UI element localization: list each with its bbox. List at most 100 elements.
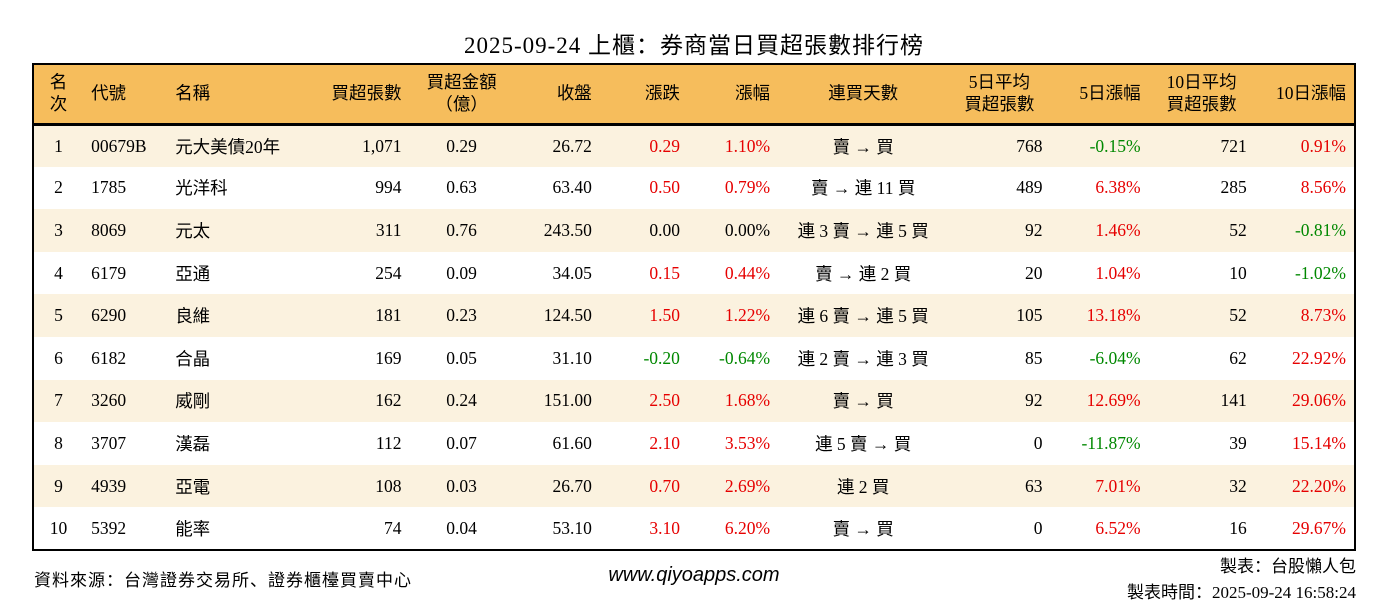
code-cell: 6290 bbox=[91, 305, 127, 326]
consecutive_days-cell: 連 5 賣 → 買 bbox=[815, 433, 912, 454]
change_pct-cell: 0.00% bbox=[724, 219, 771, 240]
rank-cell: 5 bbox=[54, 305, 63, 326]
avg5_net_buy-cell: 85 bbox=[1024, 347, 1043, 368]
avg5_net_buy-cell: 20 bbox=[1024, 262, 1043, 283]
avg10_net_buy-cell: 52 bbox=[1229, 305, 1247, 326]
header-row: 名次 代號 名稱 買超張數 買超金額 （億） 收盤 漲跌 漲幅 連買天數 5日平均 買超張數 5日漲幅 1… bbox=[33, 64, 1355, 126]
table-row: 7 3260 威剛 162 0.24 151.00 2.50 1.68% 賣 → 買 92 12.6… bbox=[33, 379, 1355, 423]
column-header-rank: 名次 bbox=[33, 64, 84, 126]
data-source-text: 資料來源：台灣證券交易所、證券櫃檯買賣中心 bbox=[34, 570, 412, 590]
change_pct-cell: 1.10% bbox=[724, 135, 771, 156]
consecutive_days-cell: 賣 → 買 bbox=[832, 391, 894, 412]
pct10-cell: 29.67% bbox=[1292, 517, 1346, 538]
broker-net-buy-ranking-table: 名次 代號 名稱 買超張數 買超金額 （億） 收盤 漲跌 漲幅 連買天數 5日平均 買超張數 5日漲幅 1… bbox=[32, 63, 1356, 551]
column-header-pct10: 10日漲幅 bbox=[1254, 64, 1355, 126]
pct5-cell: 6.52% bbox=[1095, 517, 1141, 538]
consecutive_days-cell: 賣 → 連 11 買 bbox=[811, 178, 916, 199]
pct10-cell: 29.06% bbox=[1292, 390, 1346, 411]
consecutive_days-cell: 連 6 賣 → 連 5 買 bbox=[797, 306, 929, 327]
close-cell: 61.60 bbox=[552, 432, 592, 453]
net_buy_volume-cell: 1,071 bbox=[362, 135, 402, 156]
report-title: 2025-09-24 上櫃：券商當日買超張數排行榜 bbox=[463, 33, 925, 58]
pct5-cell: 1.04% bbox=[1095, 262, 1141, 283]
avg10_net_buy-cell: 141 bbox=[1220, 390, 1247, 411]
net_buy_amount-cell: 0.23 bbox=[446, 305, 477, 326]
change_pct-cell: 6.20% bbox=[724, 517, 771, 538]
close-cell: 26.70 bbox=[552, 475, 592, 496]
change-cell: -0.20 bbox=[643, 347, 680, 368]
close-cell: 151.00 bbox=[543, 390, 592, 411]
change_pct-cell: 1.68% bbox=[724, 390, 771, 411]
name-cell: 亞通 bbox=[175, 263, 211, 284]
column-header-name: 名稱 bbox=[167, 64, 310, 126]
name-cell: 能率 bbox=[175, 518, 211, 539]
code-cell: 3707 bbox=[91, 432, 127, 453]
name-cell: 威剛 bbox=[175, 391, 211, 412]
change-cell: 1.50 bbox=[649, 305, 680, 326]
net_buy_amount-cell: 0.04 bbox=[446, 517, 477, 538]
net_buy_amount-cell: 0.24 bbox=[446, 390, 477, 411]
close-cell: 53.10 bbox=[552, 517, 592, 538]
close-cell: 26.72 bbox=[552, 135, 592, 156]
consecutive_days-cell: 連 3 賣 → 連 5 買 bbox=[797, 220, 929, 241]
net_buy_volume-cell: 162 bbox=[375, 390, 402, 411]
avg5_net_buy-cell: 0 bbox=[1033, 517, 1043, 538]
change_pct-cell: 3.53% bbox=[724, 432, 771, 453]
change-cell: 0.29 bbox=[649, 135, 680, 156]
avg5_net_buy-cell: 63 bbox=[1024, 475, 1043, 496]
code-cell: 3260 bbox=[91, 390, 127, 411]
net_buy_volume-cell: 169 bbox=[375, 347, 402, 368]
code-cell: 5392 bbox=[91, 517, 127, 538]
name-cell: 元太 bbox=[175, 220, 211, 241]
avg10_net_buy-cell: 285 bbox=[1220, 177, 1247, 198]
net_buy_amount-cell: 0.09 bbox=[446, 262, 477, 283]
pct5-cell: -0.15% bbox=[1089, 135, 1141, 156]
column-header-change_pct: 漲幅 bbox=[687, 64, 779, 126]
change_pct-cell: 2.69% bbox=[724, 475, 771, 496]
net_buy_volume-cell: 311 bbox=[375, 219, 402, 240]
table-row: 1 00679B 元大美債20年 1,071 0.29 26.72 0.29 1.10% 賣 →… bbox=[33, 124, 1355, 167]
report-footer: 資料來源：台灣證券交易所、證券櫃檯買賣中心 www.qiyoapps.com 製… bbox=[0, 551, 1388, 605]
pct5-cell: 7.01% bbox=[1095, 475, 1141, 496]
code-cell: 1785 bbox=[91, 177, 127, 198]
consecutive_days-cell: 賣 → 買 bbox=[832, 136, 894, 157]
pct5-cell: 6.38% bbox=[1095, 177, 1141, 198]
net_buy_volume-cell: 108 bbox=[375, 475, 402, 496]
column-header-close: 收盤 bbox=[513, 64, 600, 126]
net_buy_amount-cell: 0.03 bbox=[446, 475, 477, 496]
made-time-text: 製表時間：2025-09-24 16:58:24 bbox=[1126, 583, 1356, 603]
change-cell: 2.50 bbox=[649, 390, 680, 411]
avg5_net_buy-cell: 105 bbox=[1016, 305, 1043, 326]
column-header-avg5_net_buy: 5日平均 買超張數 bbox=[948, 64, 1051, 126]
avg5_net_buy-cell: 92 bbox=[1024, 390, 1043, 411]
avg10_net_buy-cell: 10 bbox=[1229, 262, 1247, 283]
avg10_net_buy-cell: 32 bbox=[1229, 475, 1247, 496]
avg10_net_buy-cell: 62 bbox=[1229, 347, 1247, 368]
net_buy_volume-cell: 112 bbox=[375, 432, 402, 453]
table-row: 2 1785 光洋科 994 0.63 63.40 0.50 0.79% 賣 → 連 11 買 4… bbox=[33, 166, 1355, 210]
close-cell: 31.10 bbox=[552, 347, 592, 368]
column-header-pct5: 5日漲幅 bbox=[1050, 64, 1149, 126]
close-cell: 124.50 bbox=[543, 305, 592, 326]
net_buy_volume-cell: 181 bbox=[375, 305, 402, 326]
pct5-cell: -6.04% bbox=[1089, 347, 1141, 368]
table-row: 4 6179 亞通 254 0.09 34.05 0.15 0.44% 賣 → 連 2 買 20 1… bbox=[33, 251, 1355, 295]
code-cell: 4939 bbox=[91, 475, 127, 496]
net_buy_volume-cell: 994 bbox=[375, 177, 402, 198]
pct5-cell: 1.46% bbox=[1095, 219, 1141, 240]
pct10-cell: 15.14% bbox=[1292, 432, 1346, 453]
code-cell: 6182 bbox=[91, 347, 127, 368]
website-url-text: www.qiyoapps.com bbox=[608, 563, 780, 586]
net_buy_amount-cell: 0.29 bbox=[446, 135, 477, 156]
name-cell: 光洋科 bbox=[175, 178, 228, 199]
rank-cell: 7 bbox=[54, 390, 63, 411]
net_buy_amount-cell: 0.63 bbox=[446, 177, 477, 198]
table-body: 1 00679B 元大美債20年 1,071 0.29 26.72 0.29 1.10% 賣 →… bbox=[33, 124, 1355, 550]
change_pct-cell: -0.64% bbox=[719, 347, 771, 368]
report-meta: 製表：台股懶人包 製表時間：2025-09-24 16:58:24 bbox=[1127, 554, 1356, 607]
rank-cell: 4 bbox=[54, 262, 63, 283]
table-row: 8 3707 漢磊 112 0.07 61.60 2.10 3.53% 連 5 賣 → 買 0 -1… bbox=[33, 422, 1355, 465]
pct10-cell: 22.92% bbox=[1292, 347, 1346, 368]
avg5_net_buy-cell: 489 bbox=[1016, 177, 1043, 198]
consecutive_days-cell: 賣 → 買 bbox=[832, 518, 894, 539]
